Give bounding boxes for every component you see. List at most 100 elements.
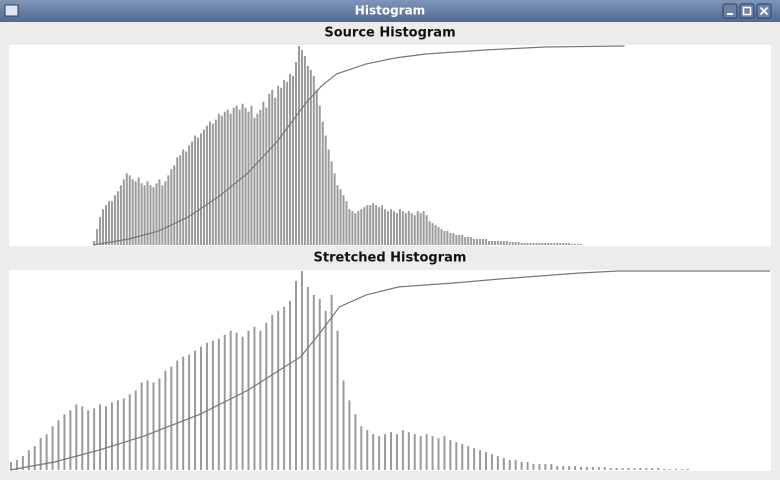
bar (437, 438, 440, 470)
bar (128, 175, 131, 245)
chart-title: Source Histogram (324, 26, 455, 41)
bar (188, 354, 191, 470)
bar (107, 201, 110, 245)
bar (63, 414, 66, 470)
bar (164, 181, 167, 245)
bar (425, 434, 428, 470)
bar (357, 211, 360, 245)
bar (502, 458, 505, 470)
bar (152, 382, 155, 470)
bar (93, 241, 96, 245)
bar (514, 460, 517, 470)
bar (485, 239, 487, 245)
bar (149, 185, 152, 245)
bar (455, 442, 458, 470)
bar (342, 195, 345, 245)
bar (544, 243, 547, 245)
bar (496, 456, 499, 470)
bar (363, 207, 366, 245)
bar (568, 466, 571, 470)
minimize-button[interactable] (722, 3, 738, 19)
bar (532, 243, 535, 245)
bar (574, 466, 577, 470)
close-button[interactable] (756, 3, 772, 19)
bar (425, 215, 428, 245)
bar (21, 456, 24, 470)
bar (200, 346, 202, 470)
bar (158, 378, 161, 470)
bar (485, 452, 487, 470)
bar (39, 438, 42, 470)
bar (348, 400, 351, 470)
bar (292, 75, 295, 245)
bar (265, 107, 268, 245)
bar (416, 211, 419, 245)
bar (176, 360, 179, 470)
bar (490, 241, 493, 245)
bar (99, 217, 102, 245)
maximize-button[interactable] (739, 3, 755, 19)
bar (499, 241, 502, 245)
bar (170, 169, 173, 245)
bar (333, 173, 336, 245)
bar (384, 434, 387, 470)
bar (303, 55, 306, 246)
bar (167, 175, 170, 245)
bar (271, 314, 274, 470)
bar (229, 330, 232, 470)
bar (194, 350, 197, 470)
bar (253, 326, 256, 470)
bar (351, 211, 354, 245)
bar (105, 205, 107, 245)
bar (443, 436, 446, 470)
bar (565, 243, 568, 245)
bar (615, 468, 618, 470)
bar (395, 213, 398, 245)
title-bar (0, 0, 780, 22)
bar (597, 467, 600, 470)
bar (247, 111, 250, 245)
bar (211, 340, 214, 470)
bar (556, 243, 559, 245)
bar (155, 183, 158, 245)
bar (517, 242, 520, 245)
bar (170, 366, 173, 470)
bar (318, 105, 321, 245)
bar (378, 207, 381, 245)
bar (306, 65, 309, 246)
bar (473, 448, 476, 470)
cumulative-line (93, 45, 625, 246)
bar (458, 235, 461, 245)
bar (235, 105, 238, 245)
bar (511, 242, 514, 245)
bar (277, 85, 280, 245)
bar (413, 434, 416, 470)
bar (354, 414, 357, 470)
bar (309, 69, 312, 245)
bar (446, 231, 449, 245)
bar (324, 135, 327, 245)
bar (143, 185, 146, 245)
bar (390, 209, 392, 245)
bar (208, 121, 211, 245)
bar (603, 467, 606, 470)
bar (345, 201, 348, 245)
bar (295, 280, 297, 470)
bar (265, 322, 268, 470)
bar (262, 101, 265, 245)
bar (250, 105, 253, 245)
bar (202, 129, 205, 245)
bar (577, 244, 580, 245)
bar (244, 107, 247, 245)
bar (431, 436, 434, 470)
bar (461, 235, 464, 245)
bar (505, 241, 508, 245)
bar (131, 179, 134, 245)
bar (553, 243, 556, 245)
bar (99, 404, 102, 470)
bar (176, 157, 179, 245)
bar (473, 239, 476, 245)
bar (241, 336, 244, 470)
